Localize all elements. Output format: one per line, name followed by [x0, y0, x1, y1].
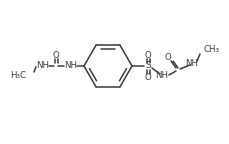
Text: O: O — [145, 51, 151, 59]
Text: NH: NH — [185, 59, 199, 69]
Text: S: S — [145, 61, 151, 71]
Text: NH: NH — [155, 72, 169, 80]
Text: O: O — [145, 72, 151, 82]
Text: CH₃: CH₃ — [204, 44, 220, 54]
Text: O: O — [53, 51, 59, 59]
Text: NH: NH — [36, 61, 49, 71]
Text: NH: NH — [65, 61, 77, 71]
Text: H₃C: H₃C — [10, 72, 26, 80]
Text: O: O — [165, 54, 171, 62]
